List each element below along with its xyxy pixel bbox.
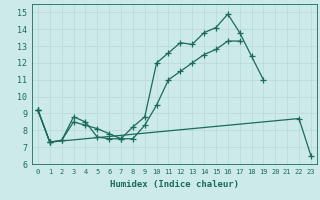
X-axis label: Humidex (Indice chaleur): Humidex (Indice chaleur) [110,180,239,189]
